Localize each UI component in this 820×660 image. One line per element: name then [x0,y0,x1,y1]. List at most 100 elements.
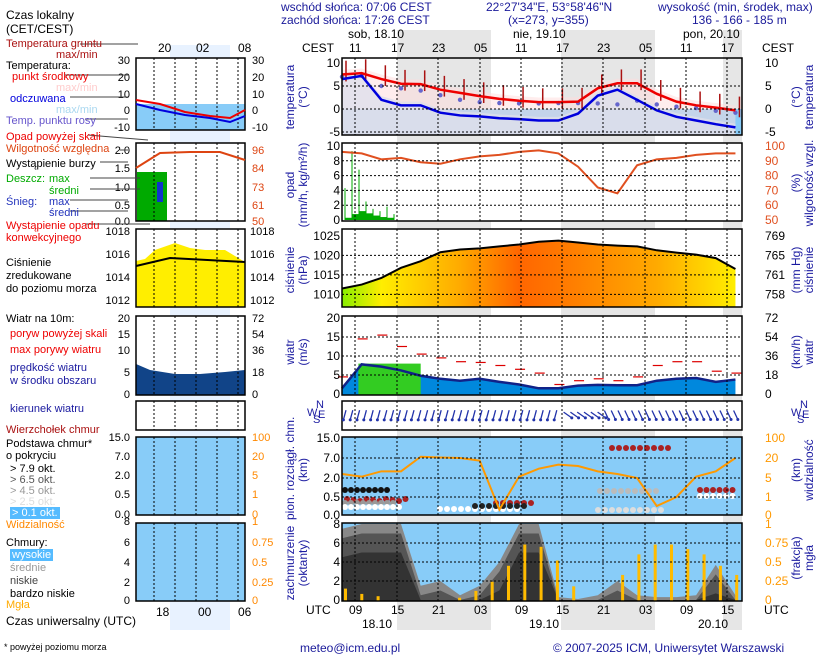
wind-arrow [726,410,732,420]
cloud-base-dot [639,488,645,494]
legend-clouds: Chmury: [6,537,48,549]
y2-tick-label: 70 [765,183,779,197]
cloud-base-dot [595,507,601,513]
wind-speed-area [342,364,736,395]
legend-pressure-3: do poziomu morza [6,283,97,295]
wind-axis-label-right: (km/h) wiatr [789,335,816,369]
y2-tick-label: 0 [765,593,772,607]
wind-arrow [546,410,551,420]
legend-y2-tick: 1012 [250,295,274,307]
legend-rain: Deszcz: [6,173,46,185]
contact-email[interactable]: meteo@icm.edu.pl [300,641,401,655]
wind-arrowhead [355,418,359,422]
legend-y2-tick: 5 [252,470,258,482]
legend-wind-dir: kierunek wiatru [10,403,84,415]
legend-y2-tick: 1 [252,489,258,501]
local-hour-label: 17 [556,41,570,55]
rain-avg-bar [380,217,387,220]
legend-okt79: > 7.9 okt. [10,463,56,475]
wind-arrow [519,410,524,420]
legend-high-clouds: wysokie [10,549,54,561]
utc-hour-label: 15 [556,603,570,617]
wind-arrow [637,410,644,420]
wind-arrow [505,410,510,420]
wind-arrow [526,410,531,420]
dewpoint-point [438,93,443,98]
footnote: * powyżej poziomu morza [4,642,107,652]
wind-arrowhead [661,418,665,422]
wind-arrowhead [668,418,672,422]
legend-utc-tick: 00 [198,605,212,619]
rain-avg-bar [345,217,352,220]
legend-dewpoint: Temp. punktu rosy [6,115,96,127]
y-tick-label: 4 [333,183,340,197]
legend-ground-temp: Temperatura gruntu [6,38,102,50]
wind-arrowhead [375,418,379,422]
wind-arrowhead [675,418,679,422]
utc-hour-label: 09 [515,603,529,617]
wind-arrowhead [525,418,529,422]
legend-local-time-zone: (CET/CEST) [6,22,74,36]
wind-arrow [478,410,483,420]
y-tick-label: 10 [327,139,341,153]
legend-utc: Czas uniwersalny (UTC) [6,614,137,628]
wind-arrowhead [443,418,447,422]
copyright: © 2007-2025 ICM, Uniwersytet Warszawski [553,641,785,655]
legend-rain-avg: średni [49,185,79,197]
y2-tick-label: 0.75 [765,536,789,550]
wind-arrowhead [552,418,556,422]
elevation-values: 136 - 166 - 185 m [692,13,787,27]
fog-bar [344,588,347,601]
local-hour-label: 11 [515,41,528,55]
y2-tick-label: 10 [765,56,779,70]
y-tick-label: 8 [333,517,340,531]
felt-temp-line [341,74,736,129]
legend-y2-tick: 61 [252,200,264,212]
wind-arrow [678,410,685,420]
cloud-base-dot [366,487,372,493]
wind-arrowhead [702,418,706,422]
cloud-top-dot [697,487,703,493]
legend-y2-tick: 1 [252,516,258,528]
rain-avg-bar [352,214,359,220]
y-tick-label: 2.0 [323,471,340,485]
dewpoint-point [516,101,522,106]
legend-y2-tick: 0 [252,105,258,117]
legend-y-tick: 15 [118,329,130,341]
legend-y2-tick: 100 [252,432,270,444]
y2-tick-label: -5 [765,125,776,139]
legend-local-tick: 20 [158,41,172,55]
local-hour-label: 17 [721,41,735,55]
fog-bar [360,593,364,601]
cloud-top-dot [658,445,664,451]
legend-panel-frame [135,315,246,396]
legend-y-tick: 30 [118,55,130,67]
wind-arrowhead [464,418,468,422]
cloud-top-dot [703,487,710,493]
wind-arrow [410,410,415,420]
cloud-base-dot [625,488,631,494]
legend-convective: Wystąpienie opadu [6,220,100,232]
y2-tick-label: 765 [765,248,785,262]
cloud-base-dot [651,507,657,513]
cloud-base-dot [342,487,348,493]
fog-bar [572,586,576,601]
fog-bar [621,574,625,601]
wind-arrowhead [498,418,502,422]
legend-y2-tick: 0.25 [252,577,273,589]
y2-tick-label: 758 [765,287,785,301]
cloud-top-dot [716,487,723,493]
wind-arrow [685,410,691,420]
wind-arrow [349,410,354,420]
dewpoint-point [418,88,423,93]
cloud-top-dot [665,445,671,451]
compass-e: E [318,409,325,421]
wind-arrow [692,410,698,420]
legend-y-tick: 4 [124,557,130,569]
fog-bar [376,596,380,601]
local-hour-label: 23 [432,41,446,55]
legend-y-tick: 1012 [106,295,130,307]
legend-cloud-base: Podstawa chmur* [6,438,93,450]
wind-arrow [458,410,463,420]
